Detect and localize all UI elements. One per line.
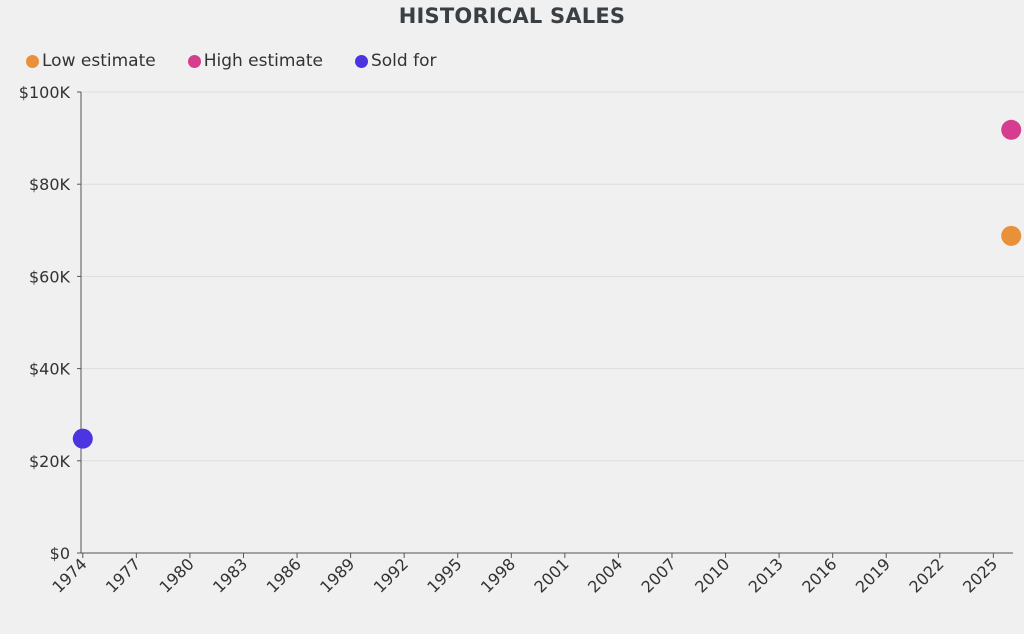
x-tick-label: 1977 [102,554,144,596]
y-tick-label: $40K [29,360,71,379]
legend-item-low-estimate[interactable]: Low estimate [26,51,156,71]
x-tick-label: 2016 [798,554,840,596]
x-tick-label: 2025 [959,554,1001,596]
x-tick-label: 1998 [477,554,519,596]
legend-label-low-estimate: Low estimate [42,51,156,71]
y-tick-label: $20K [29,452,71,471]
x-tick-label: 1989 [316,554,358,596]
legend-label-sold-for: Sold for [370,51,437,71]
y-tick-label: $60K [29,267,71,286]
x-tick-label: 2022 [905,554,947,596]
data-points [72,119,1022,449]
x-axis-ticks: 1974 1977 1980 1983 1986 1989 1992 1995 1998 2001… [48,553,1001,597]
y-tick-label: $100K [19,83,71,102]
x-tick-label: 1986 [263,554,305,596]
x-tick-label: 1980 [156,554,198,596]
legend-item-high-estimate[interactable]: High estimate [187,51,323,71]
legend-dot-low-estimate [26,54,39,68]
grid-lines [81,91,1024,462]
legend-dot-high-estimate [187,54,201,68]
x-tick-label: 1983 [209,554,251,596]
x-tick-label: 2001 [530,554,572,596]
legend-dot-sold-for [354,54,368,68]
x-tick-label: 2019 [852,554,894,596]
data-point-low-estimate [1001,225,1022,246]
x-tick-label: 2013 [745,554,787,596]
y-tick-label: $0 [50,544,70,563]
y-axis-ticks: $0 $20K $40K $60K $80K $100K [19,83,81,563]
legend: Low estimate High estimate Sold for [26,51,468,71]
legend-item-sold-for[interactable]: Sold for [354,51,437,71]
x-tick-label: 2007 [638,554,680,596]
y-tick-label: $80K [29,175,71,194]
data-point-sold-for [72,428,93,449]
axes [80,92,1013,554]
x-tick-label: 2004 [584,554,626,596]
x-tick-label: 1992 [370,554,412,596]
x-tick-label: 2010 [691,554,733,596]
data-point-high-estimate [1001,119,1022,140]
x-tick-label: 1995 [423,554,465,596]
chart-title: HISTORICAL SALES [398,4,626,28]
legend-label-high-estimate: High estimate [203,51,323,71]
